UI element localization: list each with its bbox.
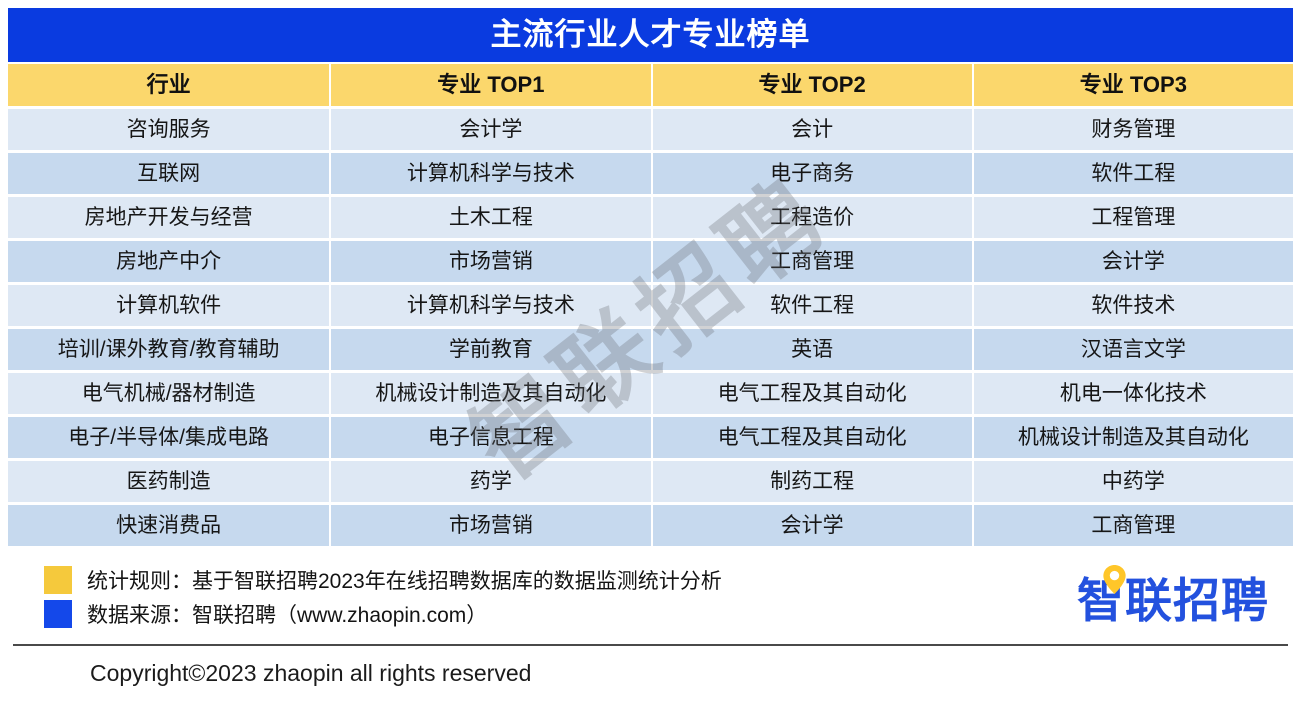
table-title: 主流行业人才专业榜单 [8, 8, 1293, 62]
table-cell: 计算机科学与技术 [329, 153, 651, 194]
table-cell: 电子商务 [650, 153, 972, 194]
table-cell: 软件工程 [971, 153, 1293, 194]
table-cell: 互联网 [8, 153, 330, 194]
table-cell: 英语 [650, 329, 972, 370]
column-header: 专业 TOP3 [971, 64, 1293, 106]
table-cell: 房地产中介 [8, 241, 330, 282]
table-cell: 咨询服务 [8, 109, 330, 150]
table-cell: 机电一体化技术 [971, 373, 1293, 414]
column-header: 行业 [146, 72, 191, 97]
table-cell: 市场营销 [329, 241, 651, 282]
divider-line [13, 644, 1288, 646]
column-header: 专业 TOP2 [650, 64, 972, 106]
copyright-text: Copyright©2023 zhaopin all rights reserv… [90, 660, 532, 686]
table-cell: 电子/半导体/集成电路 [8, 417, 330, 458]
blue-square-icon [44, 600, 72, 628]
table-body: 咨询服务 会计学 会计 财务管理 互联网 计算机科学与技术 电子商务 软件工程 房地产开发与经营… [8, 109, 1293, 546]
legend: 统计规则：基于智联招聘2023年在线招聘数据库的数据监测统计分析 数据来源：智联招… [44, 561, 722, 633]
location-pin-icon [1103, 564, 1126, 594]
table-row: 电气机械/器材制造 机械设计制造及其自动化 电气工程及其自动化 机电一体化技术 [8, 373, 1293, 414]
table-cell: 软件工程 [650, 285, 972, 326]
ranking-table: 主流行业人才专业榜单 行业 专业 TOP1 专业 TOP2 专业 TOP3 咨询服务会… [8, 8, 1293, 546]
table-row: 互联网 计算机科学与技术 电子商务 软件工程 [8, 153, 1293, 194]
yellow-square-icon [44, 566, 72, 594]
column-header: 专业 TOP1 [329, 64, 650, 106]
table-cell: 市场营销 [329, 505, 651, 546]
table-cell: 土木工程 [329, 197, 651, 238]
legend-item: 统计规则：基于智联招聘2023年在线招聘数据库的数据监测统计分析 [44, 565, 722, 595]
table-row: 咨询服务 会计学 会计 财务管理 [8, 109, 1293, 150]
table-row: 快速消费品 市场营销 会计学 工商管理 [8, 505, 1293, 546]
table-cell: 电气工程及其自动化 [650, 373, 972, 414]
table-row: 房地产中介 市场营销 工商管理 会计学 [8, 241, 1293, 282]
table-cell: 会计 [650, 109, 972, 150]
footer: 统计规则：基于智联招聘2023年在线招聘数据库的数据监测统计分析 数据来源：智联招… [8, 554, 1293, 640]
table-cell: 会计学 [329, 109, 651, 150]
zhaopin-logo: 智联招聘 [1077, 564, 1269, 624]
legend-label: 数据来源：智联招聘（www.zhaopin.com） [87, 604, 488, 627]
table-row: 培训/课外教育/教育辅助 学前教育 英语 汉语言文学 [8, 329, 1293, 370]
table-cell: 房地产开发与经营 [8, 197, 330, 238]
table-cell: 制药工程 [650, 461, 972, 502]
table-cell: 药学 [329, 461, 651, 502]
table-cell: 软件技术 [971, 285, 1293, 326]
table-cell: 计算机软件 [8, 285, 330, 326]
table-cell: 工商管理 [971, 505, 1293, 546]
legend-item: 数据来源：智联招聘（www.zhaopin.com） [44, 599, 722, 629]
table-cell: 计算机科学与技术 [329, 285, 651, 326]
table-cell: 机械设计制造及其自动化 [329, 373, 651, 414]
table-cell: 学前教育 [329, 329, 651, 370]
table-row: 计算机软件 计算机科学与技术 软件工程 软件技术 [8, 285, 1293, 326]
table-row: 电子/半导体/集成电路 电子信息工程 电气工程及其自动化 机械设计制造及其自动化 [8, 417, 1293, 458]
table-cell: 电气工程及其自动化 [650, 417, 972, 458]
table-cell: 工程造价 [650, 197, 972, 238]
table-cell: 中药学 [971, 461, 1293, 502]
table-cell: 医药制造 [8, 461, 330, 502]
table-cell: 财务管理 [971, 109, 1293, 150]
table-cell: 工商管理 [650, 241, 972, 282]
table-cell: 机械设计制造及其自动化 [971, 417, 1293, 458]
table-cell: 电气机械/器材制造 [8, 373, 330, 414]
table-cell: 电子信息工程 [329, 417, 651, 458]
table-cell: 汉语言文学 [971, 329, 1293, 370]
table-header-row: 行业 专业 TOP1 专业 TOP2 专业 TOP3 [8, 64, 1293, 106]
table-cell: 会计学 [650, 505, 972, 546]
table-cell: 工程管理 [971, 197, 1293, 238]
table-cell: 快速消费品 [8, 505, 330, 546]
legend-label: 统计规则：基于智联招聘2023年在线招聘数据库的数据监测统计分析 [87, 570, 722, 593]
table-row: 医药制造 药学 制药工程 中药学 [8, 461, 1293, 502]
table-cell: 会计学 [971, 241, 1293, 282]
table-cell: 培训/课外教育/教育辅助 [8, 329, 330, 370]
table-row: 房地产开发与经营 土木工程 工程造价 工程管理 [8, 197, 1293, 238]
